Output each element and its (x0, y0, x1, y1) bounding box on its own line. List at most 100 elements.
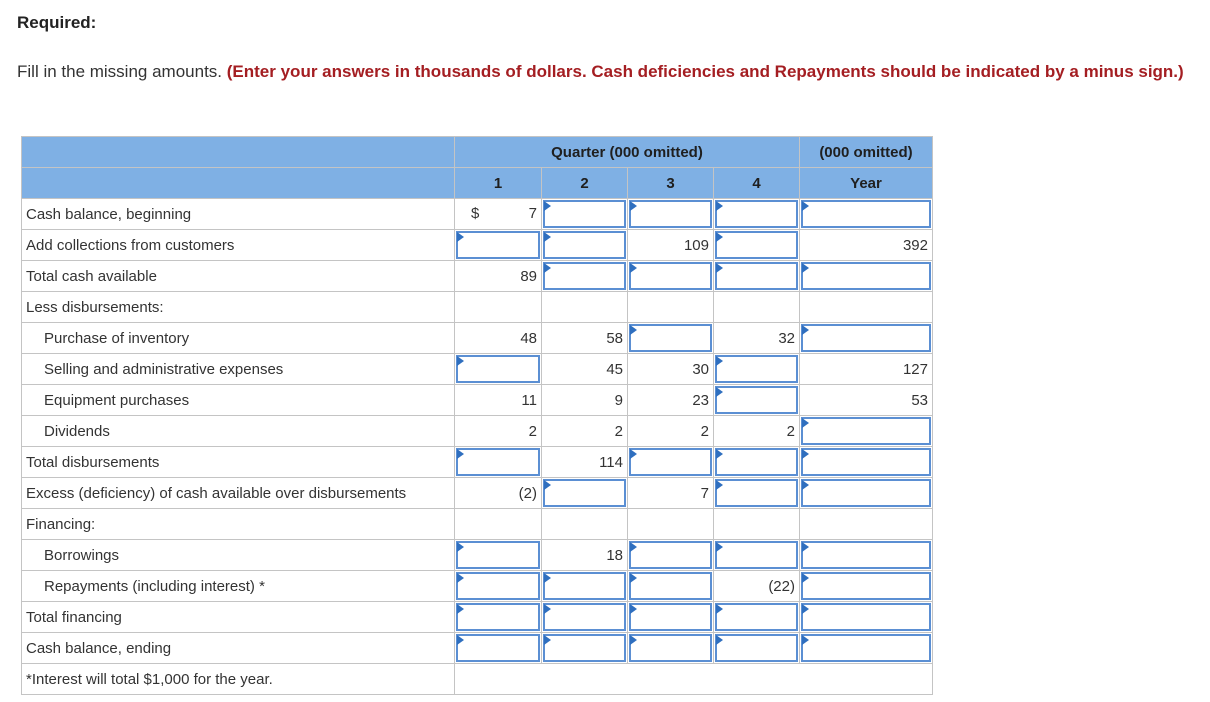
amount-cell-q2 (541, 229, 628, 261)
amount-cell-q1: 89 (454, 260, 542, 292)
amount-input[interactable] (629, 541, 712, 569)
amount-input[interactable] (456, 634, 540, 662)
amount-cell-q2: 18 (541, 539, 628, 571)
amount-input[interactable] (456, 572, 540, 600)
amount-cell-year (799, 570, 933, 602)
amount-input[interactable] (456, 603, 540, 631)
table-row: Cash balance, ending (21, 632, 933, 664)
table-row: Dividends 2 2 2 2 (21, 415, 933, 447)
instructions: Fill in the missing amounts. (Enter your… (17, 61, 1197, 83)
amount-input[interactable] (456, 448, 540, 476)
year-group-header: (000 omitted) (799, 136, 933, 168)
amount-input[interactable] (543, 634, 626, 662)
amount-cell-q3 (627, 632, 714, 664)
amount-input[interactable] (801, 448, 931, 476)
amount-cell-q3: 7 (627, 477, 714, 509)
amount-input[interactable] (543, 572, 626, 600)
amount-input[interactable] (715, 448, 798, 476)
amount-input[interactable] (801, 262, 931, 290)
amount-cell-q1 (454, 229, 542, 261)
row-label: Total financing (21, 601, 455, 633)
amount-input[interactable] (543, 603, 626, 631)
amount-cell-q1: 48 (454, 322, 542, 354)
amount-cell-q1 (454, 291, 542, 323)
amount-input[interactable] (456, 541, 540, 569)
amount-input[interactable] (801, 572, 931, 600)
amount-input[interactable] (543, 231, 626, 259)
amount-cell-year (799, 508, 933, 540)
row-label: Purchase of inventory (21, 322, 455, 354)
amount-input[interactable] (715, 479, 798, 507)
amount-input[interactable] (629, 324, 712, 352)
amount-cell-q4 (713, 477, 800, 509)
amount-input[interactable] (629, 603, 712, 631)
amount-input[interactable] (801, 603, 931, 631)
amount-cell-q4 (713, 229, 800, 261)
amount-input[interactable] (715, 386, 798, 414)
amount-cell-year (799, 601, 933, 633)
footnote-blank (454, 663, 933, 695)
amount-input[interactable] (629, 200, 712, 228)
amount-input[interactable] (801, 479, 931, 507)
header-blank (21, 136, 455, 168)
amount-input[interactable] (715, 634, 798, 662)
amount-cell-q1 (454, 353, 542, 385)
amount-input[interactable] (715, 355, 798, 383)
table-row: Equipment purchases 11 9 23 53 (21, 384, 933, 416)
amount-input[interactable] (801, 417, 931, 445)
amount-cell-q2 (541, 477, 628, 509)
amount-input[interactable] (715, 541, 798, 569)
amount-input[interactable] (801, 541, 931, 569)
table-row: Excess (deficiency) of cash available ov… (21, 477, 933, 509)
table-row: Less disbursements: (21, 291, 933, 323)
amount-cell-q2 (541, 632, 628, 664)
amount-cell-q3 (627, 446, 714, 478)
amount-input[interactable] (801, 634, 931, 662)
row-label: Total cash available (21, 260, 455, 292)
amount-input[interactable] (629, 634, 712, 662)
amount-input[interactable] (456, 231, 540, 259)
amount-input[interactable] (543, 262, 626, 290)
amount-input[interactable] (629, 262, 712, 290)
amount-input[interactable] (801, 324, 931, 352)
instructions-emphasis: (Enter your answers in thousands of doll… (226, 62, 1184, 81)
amount-cell-q2 (541, 198, 628, 230)
amount-cell-year (799, 198, 933, 230)
table-row: Cash balance, beginning $7 (21, 198, 933, 230)
amount-cell-q2: 114 (541, 446, 628, 478)
row-label: Repayments (including interest) * (21, 570, 455, 602)
amount-input[interactable] (715, 200, 798, 228)
row-label: Cash balance, ending (21, 632, 455, 664)
table-row: Purchase of inventory 48 58 32 (21, 322, 933, 354)
row-label: Financing: (21, 508, 455, 540)
amount-input[interactable] (715, 262, 798, 290)
amount-cell-q1: 2 (454, 415, 542, 447)
column-header-year: Year (799, 167, 933, 199)
row-label: Cash balance, beginning (21, 198, 455, 230)
table-row: Financing: (21, 508, 933, 540)
amount-cell-year (799, 322, 933, 354)
amount-input[interactable] (456, 355, 540, 383)
amount-cell-q2 (541, 601, 628, 633)
amount-cell-q3 (627, 198, 714, 230)
amount-input[interactable] (629, 448, 712, 476)
amount-input[interactable] (543, 200, 626, 228)
header-blank (21, 167, 455, 199)
amount-cell-q4 (713, 601, 800, 633)
required-heading: Required: (17, 13, 97, 32)
amount-cell-q3 (627, 570, 714, 602)
amount-cell-q1: $7 (454, 198, 542, 230)
amount-cell-year (799, 446, 933, 478)
amount-cell-q2 (541, 291, 628, 323)
amount-cell-q4 (713, 384, 800, 416)
amount-cell-q4: (22) (713, 570, 800, 602)
amount-cell-q1: 11 (454, 384, 542, 416)
amount-input[interactable] (801, 200, 931, 228)
footnote-row: *Interest will total $1,000 for the year… (21, 663, 933, 695)
amount-cell-q1: (2) (454, 477, 542, 509)
amount-input[interactable] (715, 231, 798, 259)
amount-input[interactable] (543, 479, 626, 507)
amount-input[interactable] (715, 603, 798, 631)
amount-input[interactable] (629, 572, 712, 600)
amount-cell-q1 (454, 539, 542, 571)
